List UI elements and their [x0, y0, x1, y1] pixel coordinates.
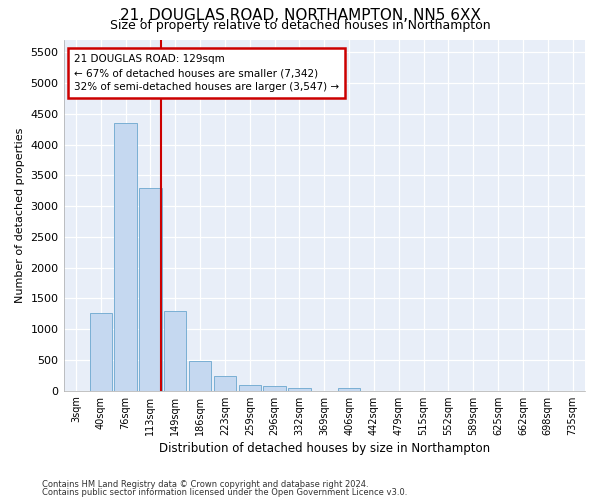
Bar — [164, 310, 187, 390]
Text: Contains HM Land Registry data © Crown copyright and database right 2024.: Contains HM Land Registry data © Crown c… — [42, 480, 368, 489]
Y-axis label: Number of detached properties: Number of detached properties — [15, 128, 25, 303]
Bar — [139, 188, 161, 390]
Bar — [239, 384, 261, 390]
Bar — [89, 312, 112, 390]
Bar — [115, 123, 137, 390]
Bar — [214, 376, 236, 390]
Text: 21, DOUGLAS ROAD, NORTHAMPTON, NN5 6XX: 21, DOUGLAS ROAD, NORTHAMPTON, NN5 6XX — [119, 8, 481, 22]
Text: Contains public sector information licensed under the Open Government Licence v3: Contains public sector information licen… — [42, 488, 407, 497]
Bar — [263, 386, 286, 390]
Bar — [338, 388, 360, 390]
Text: Size of property relative to detached houses in Northampton: Size of property relative to detached ho… — [110, 18, 490, 32]
X-axis label: Distribution of detached houses by size in Northampton: Distribution of detached houses by size … — [159, 442, 490, 455]
Bar — [288, 388, 311, 390]
Text: 21 DOUGLAS ROAD: 129sqm
← 67% of detached houses are smaller (7,342)
32% of semi: 21 DOUGLAS ROAD: 129sqm ← 67% of detache… — [74, 54, 339, 92]
Bar — [189, 361, 211, 390]
